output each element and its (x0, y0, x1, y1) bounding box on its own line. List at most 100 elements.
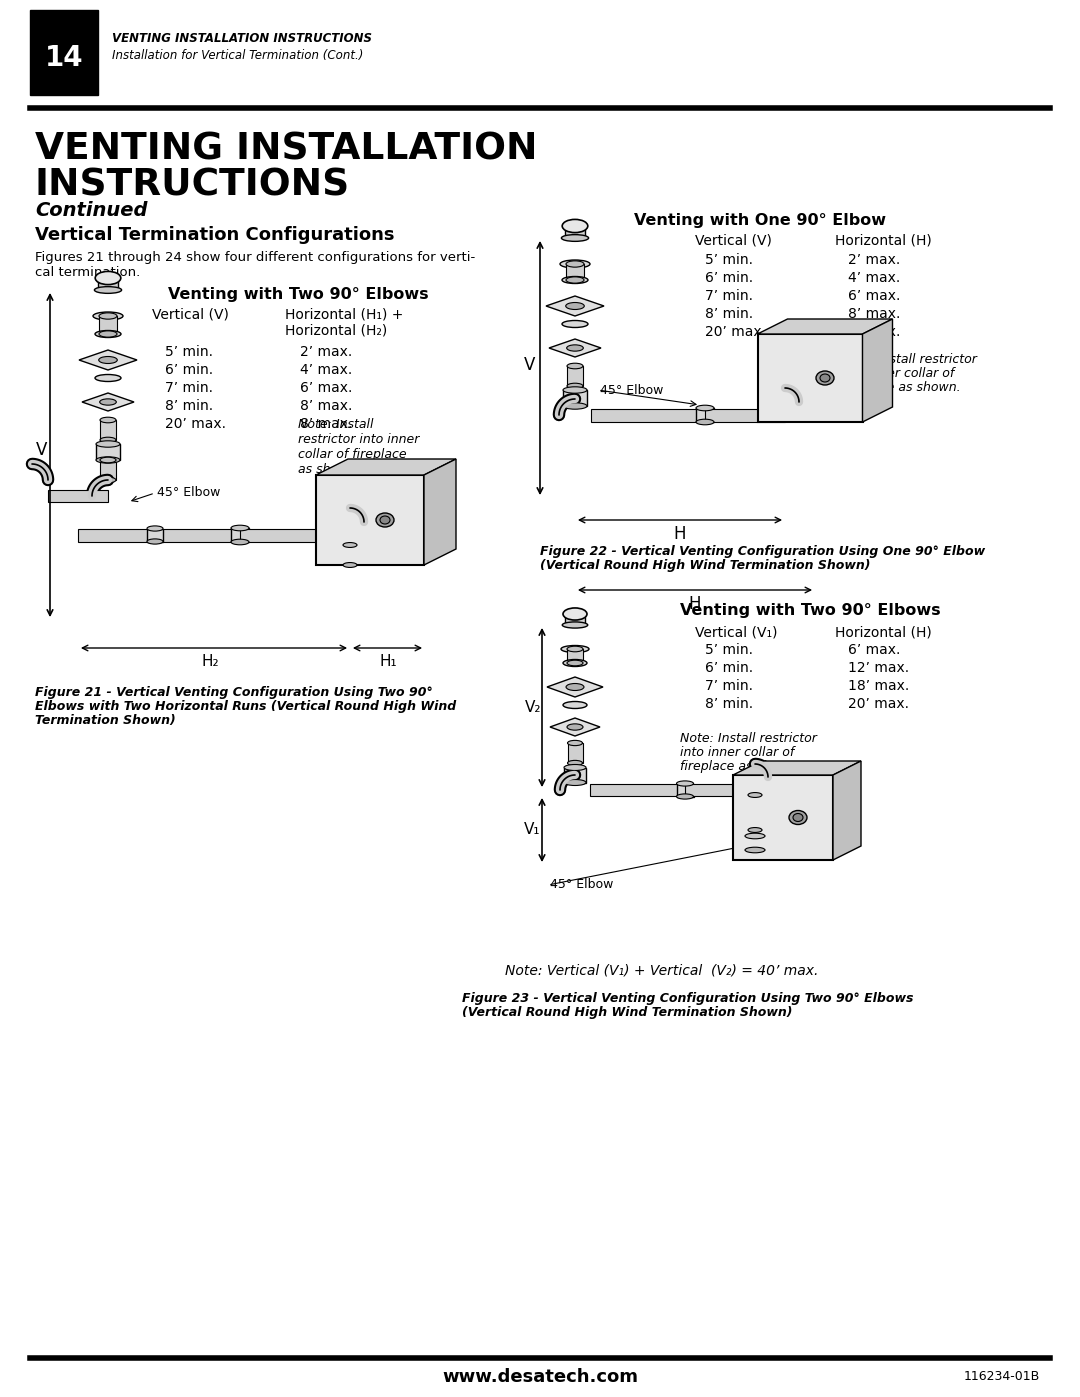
Text: Vertical (V): Vertical (V) (696, 233, 772, 247)
Polygon shape (733, 761, 861, 775)
Text: Elbows with Two Horizontal Runs (Vertical Round High Wind: Elbows with Two Horizontal Runs (Vertica… (35, 700, 456, 712)
Ellipse shape (567, 740, 582, 746)
Text: 45° Elbow: 45° Elbow (600, 384, 663, 397)
Ellipse shape (343, 542, 357, 548)
Ellipse shape (562, 277, 588, 284)
Ellipse shape (96, 457, 120, 464)
Text: H: H (674, 525, 686, 543)
Text: 8’ max.: 8’ max. (300, 416, 352, 432)
Text: 20’ max.: 20’ max. (165, 416, 226, 432)
Ellipse shape (563, 387, 588, 393)
Ellipse shape (147, 525, 163, 531)
Text: V₂: V₂ (525, 700, 541, 714)
Text: Figures 21 through 24 show four different configurations for verti-: Figures 21 through 24 show four differen… (35, 250, 475, 264)
Text: 5’ min.: 5’ min. (705, 643, 753, 657)
Bar (100, 420, 116, 440)
Bar (100, 460, 116, 481)
Ellipse shape (816, 372, 834, 386)
Ellipse shape (94, 286, 122, 293)
Text: 8’ max.: 8’ max. (848, 307, 901, 321)
Ellipse shape (563, 701, 588, 708)
Bar (566, 615, 584, 624)
Text: 5’ min.: 5’ min. (165, 345, 213, 359)
Text: into inner collar of: into inner collar of (680, 746, 794, 759)
Text: Note: Install restrictor: Note: Install restrictor (680, 732, 816, 745)
Ellipse shape (564, 764, 586, 771)
Ellipse shape (561, 645, 589, 652)
Text: www.desatech.com: www.desatech.com (442, 1368, 638, 1386)
Ellipse shape (147, 539, 163, 543)
Polygon shape (863, 319, 892, 422)
Bar (567, 743, 582, 763)
Bar (343, 545, 357, 564)
Text: (Vertical Round High Wind Termination Shown): (Vertical Round High Wind Termination Sh… (462, 1006, 793, 1018)
Ellipse shape (567, 724, 583, 731)
Text: 8’ min.: 8’ min. (705, 307, 753, 321)
Text: Note: Install
restrictor into inner
collar of fireplace
as shown.: Note: Install restrictor into inner coll… (298, 418, 419, 476)
Text: V₁: V₁ (524, 823, 540, 837)
Text: 6’ max.: 6’ max. (848, 643, 901, 657)
Ellipse shape (676, 781, 693, 787)
Text: Venting with Two 90° Elbows: Venting with Two 90° Elbows (679, 602, 941, 617)
Text: 116234-01B: 116234-01B (963, 1370, 1040, 1383)
Text: 2’ max.: 2’ max. (300, 345, 352, 359)
Text: 6’ max.: 6’ max. (848, 289, 901, 303)
Ellipse shape (99, 331, 117, 337)
Text: 7’ min.: 7’ min. (705, 679, 753, 693)
Ellipse shape (566, 303, 584, 310)
Text: 20’ max.: 20’ max. (848, 697, 909, 711)
Text: V: V (37, 441, 48, 460)
Text: 8’ max.: 8’ max. (300, 400, 352, 414)
Ellipse shape (376, 513, 394, 527)
Bar (78, 528, 240, 542)
Ellipse shape (100, 418, 116, 423)
Polygon shape (833, 761, 861, 861)
Bar (99, 316, 117, 334)
Text: 7’ min.: 7’ min. (705, 289, 753, 303)
Ellipse shape (745, 847, 765, 852)
Text: Continued: Continued (35, 201, 148, 219)
Ellipse shape (567, 363, 583, 369)
Ellipse shape (748, 827, 762, 833)
Text: Figure 21 - Vertical Venting Configuration Using Two 90°: Figure 21 - Vertical Venting Configurati… (35, 686, 433, 698)
Ellipse shape (98, 356, 118, 363)
Text: 6’ min.: 6’ min. (705, 661, 753, 675)
Polygon shape (546, 296, 604, 316)
Ellipse shape (100, 457, 116, 462)
Text: Horizontal (H): Horizontal (H) (835, 624, 932, 638)
Text: Figure 22 - Vertical Venting Configuration Using One 90° Elbow: Figure 22 - Vertical Venting Configurati… (540, 545, 985, 557)
Polygon shape (757, 319, 892, 334)
Ellipse shape (696, 405, 714, 411)
Ellipse shape (745, 833, 765, 838)
Ellipse shape (563, 219, 588, 232)
Ellipse shape (231, 539, 249, 545)
Bar (564, 767, 586, 782)
Ellipse shape (561, 260, 590, 268)
Text: 7’ min.: 7’ min. (165, 381, 213, 395)
Ellipse shape (567, 345, 583, 351)
Text: Note: Install restrictor: Note: Install restrictor (840, 353, 977, 366)
Text: 12’ max.: 12’ max. (848, 661, 909, 675)
Text: Vertical Termination Configurations: Vertical Termination Configurations (35, 226, 394, 244)
Text: 14: 14 (44, 43, 83, 73)
Text: 45° Elbow: 45° Elbow (157, 486, 220, 500)
Text: 20’ max.: 20’ max. (705, 326, 766, 339)
Ellipse shape (566, 277, 584, 284)
Bar (705, 408, 785, 422)
Text: Termination Shown): Termination Shown) (35, 714, 176, 726)
Text: Vertical (V): Vertical (V) (152, 307, 229, 321)
Text: H: H (689, 595, 701, 613)
Ellipse shape (563, 402, 588, 409)
Bar (565, 226, 585, 237)
Bar (566, 264, 584, 279)
Text: 5’ min.: 5’ min. (705, 253, 753, 267)
Bar (316, 475, 424, 564)
Ellipse shape (95, 331, 121, 338)
Polygon shape (546, 678, 603, 697)
Bar (748, 795, 762, 830)
Text: fireplace as shown.: fireplace as shown. (680, 760, 800, 773)
Ellipse shape (93, 312, 123, 320)
Ellipse shape (99, 313, 117, 319)
Ellipse shape (231, 525, 249, 531)
Text: Note: Vertical (V₁) + Vertical  (V₂) = 40’ max.: Note: Vertical (V₁) + Vertical (V₂) = 40… (505, 963, 819, 977)
